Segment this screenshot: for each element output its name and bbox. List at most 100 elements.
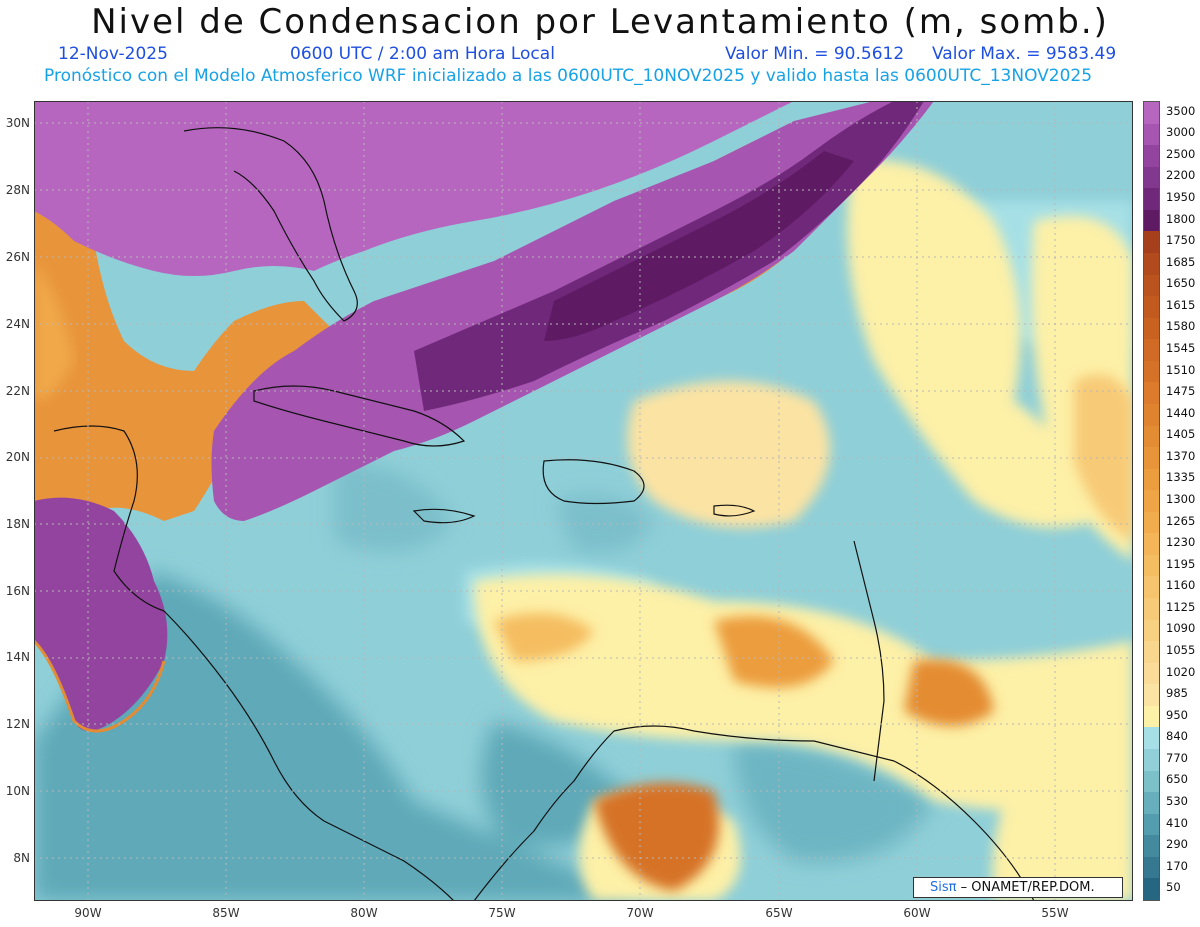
legend-level-label: 1055 bbox=[1166, 642, 1196, 657]
legend-level-label: 1300 bbox=[1166, 492, 1196, 506]
legend-swatch bbox=[1144, 684, 1159, 707]
legend-level-label: 1510 bbox=[1166, 362, 1196, 377]
legend-level-label: 410 bbox=[1166, 815, 1188, 830]
legend-swatch bbox=[1144, 339, 1159, 362]
legend-swatch bbox=[1144, 705, 1159, 728]
legend-swatch bbox=[1144, 749, 1159, 772]
color-legend bbox=[1143, 101, 1160, 901]
legend-swatch bbox=[1144, 166, 1159, 189]
lat-label: 18N bbox=[5, 517, 30, 531]
legend-swatch bbox=[1144, 727, 1159, 750]
credit-text: – ONAMET/REP.DOM. bbox=[960, 880, 1095, 895]
legend-swatch bbox=[1144, 188, 1159, 211]
legend-swatch bbox=[1144, 598, 1159, 621]
legend-swatch bbox=[1144, 878, 1159, 901]
legend-swatch bbox=[1144, 145, 1159, 168]
legend-level-label: 1685 bbox=[1166, 254, 1196, 269]
legend-level-label: 170 bbox=[1166, 858, 1188, 873]
lon-label: 65W bbox=[765, 906, 793, 920]
legend-level-label: 1950 bbox=[1166, 190, 1196, 205]
legend-swatch bbox=[1144, 209, 1159, 232]
legend-swatch bbox=[1144, 102, 1159, 125]
min-value: Valor Min. = 90.5612 bbox=[725, 44, 905, 64]
lat-label: 26N bbox=[5, 250, 30, 264]
lon-label: 90W bbox=[74, 906, 102, 920]
legend-level-label: 1195 bbox=[1166, 556, 1196, 571]
legend-level-label: 3000 bbox=[1166, 125, 1196, 140]
legend-swatch bbox=[1144, 619, 1159, 642]
legend-level-label: 1090 bbox=[1166, 621, 1196, 636]
legend-level-label: 1020 bbox=[1166, 664, 1196, 679]
legend-swatch bbox=[1144, 123, 1159, 146]
legend-swatch bbox=[1144, 770, 1159, 793]
legend-level-label: 1615 bbox=[1166, 297, 1196, 312]
lon-label: 55W bbox=[1041, 906, 1069, 920]
legend-level-label: 1335 bbox=[1166, 470, 1196, 485]
legend-level-label: 770 bbox=[1166, 750, 1188, 765]
legend-level-label: 985 bbox=[1166, 686, 1188, 701]
legend-swatch bbox=[1144, 533, 1159, 556]
legend-level-label: 530 bbox=[1166, 793, 1188, 808]
legend-level-label: 3500 bbox=[1166, 103, 1196, 118]
lcl-map bbox=[34, 101, 1133, 901]
legend-level-label: 950 bbox=[1166, 707, 1188, 722]
max-value: Valor Max. = 9583.49 bbox=[932, 44, 1117, 64]
legend-swatch bbox=[1144, 468, 1159, 491]
legend-level-label: 650 bbox=[1166, 772, 1188, 787]
legend-swatch bbox=[1144, 231, 1159, 254]
legend-level-label: 840 bbox=[1166, 729, 1188, 744]
map-title: Nivel de Condensacion por Levantamiento … bbox=[91, 2, 1109, 42]
forecast-info: Pronóstico con el Modelo Atmosferico WRF… bbox=[44, 66, 1093, 86]
lon-label: 75W bbox=[488, 906, 516, 920]
sispi-logo: Sisπ bbox=[930, 880, 957, 895]
legend-swatch bbox=[1144, 403, 1159, 426]
lat-label: 22N bbox=[5, 384, 30, 398]
legend-swatch bbox=[1144, 835, 1159, 858]
legend-swatch bbox=[1144, 554, 1159, 577]
forecast-date: 12-Nov-2025 bbox=[58, 44, 168, 64]
legend-level-label: 1230 bbox=[1166, 535, 1196, 550]
lat-label: 10N bbox=[5, 784, 30, 798]
forecast-time: 0600 UTC / 2:00 am Hora Local bbox=[290, 44, 555, 64]
lat-label: 16N bbox=[5, 584, 30, 598]
legend-level-label: 1265 bbox=[1166, 513, 1196, 528]
legend-level-label: 1750 bbox=[1166, 233, 1196, 248]
legend-swatch bbox=[1144, 490, 1159, 513]
legend-swatch bbox=[1144, 813, 1159, 836]
legend-level-label: 1545 bbox=[1166, 341, 1196, 356]
legend-swatch bbox=[1144, 576, 1159, 599]
lon-label: 70W bbox=[626, 906, 654, 920]
lat-label: 28N bbox=[5, 183, 30, 197]
lat-label: 12N bbox=[5, 717, 30, 731]
legend-swatch bbox=[1144, 662, 1159, 685]
legend-level-label: 2200 bbox=[1166, 168, 1196, 183]
legend-level-label: 1800 bbox=[1166, 211, 1196, 226]
lon-label: 85W bbox=[212, 906, 240, 920]
legend-swatch bbox=[1144, 317, 1159, 340]
credit-box: Sisπ – ONAMET/REP.DOM. bbox=[913, 877, 1123, 898]
lat-label: 14N bbox=[5, 650, 30, 664]
legend-swatch bbox=[1144, 792, 1159, 815]
legend-swatch bbox=[1144, 252, 1159, 276]
legend-swatch bbox=[1144, 425, 1159, 448]
legend-level-label: 1650 bbox=[1166, 276, 1196, 291]
lon-label: 80W bbox=[350, 906, 378, 920]
legend-level-label: 1370 bbox=[1166, 448, 1196, 463]
legend-level-label: 2500 bbox=[1166, 146, 1196, 161]
lon-label: 60W bbox=[903, 906, 931, 920]
legend-level-label: 290 bbox=[1166, 837, 1188, 852]
legend-level-label: 1160 bbox=[1166, 578, 1196, 593]
legend-swatch bbox=[1144, 296, 1159, 319]
legend-swatch bbox=[1144, 856, 1159, 879]
legend-swatch bbox=[1144, 511, 1159, 534]
legend-level-label: 1125 bbox=[1166, 599, 1196, 614]
legend-swatch bbox=[1144, 447, 1159, 470]
legend-swatch bbox=[1144, 360, 1159, 383]
legend-level-label: 1580 bbox=[1166, 319, 1196, 334]
legend-level-label: 50 bbox=[1166, 880, 1181, 895]
legend-level-label: 1405 bbox=[1166, 427, 1196, 442]
legend-swatch bbox=[1144, 274, 1159, 297]
lat-label: 30N bbox=[5, 116, 30, 130]
legend-level-label: 1475 bbox=[1166, 384, 1196, 399]
lat-label: 20N bbox=[5, 450, 30, 464]
